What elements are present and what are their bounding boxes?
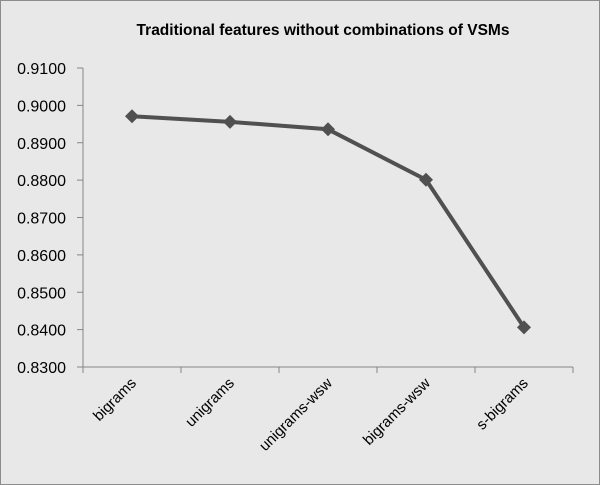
data-point-marker bbox=[125, 109, 139, 124]
data-point-marker bbox=[223, 114, 237, 129]
x-axis-ticks: bigrams unigrams unigrams-wsw bigrams-wsw s-… bbox=[82, 367, 574, 455]
y-axis-ticks: 0.8300 0.8400 0.8500 0.8600 0.8700 0.8800 0.89… bbox=[17, 61, 83, 377]
x-tick-label: s-bigrams bbox=[473, 375, 532, 434]
y-tick-label: 0.8300 bbox=[17, 360, 66, 377]
y-tick-label: 0.8700 bbox=[17, 211, 66, 228]
chart-axes bbox=[82, 68, 573, 368]
data-point-marker bbox=[321, 122, 335, 137]
y-tick-label: 0.9000 bbox=[17, 98, 66, 115]
data-point-marker bbox=[419, 172, 433, 187]
y-tick-label: 0.8600 bbox=[17, 248, 66, 265]
y-tick-label: 0.8900 bbox=[17, 136, 66, 153]
y-tick-label: 0.9100 bbox=[17, 61, 66, 78]
series-line bbox=[131, 114, 526, 329]
x-tick-label: unigrams bbox=[182, 375, 238, 431]
y-tick-label: 0.8800 bbox=[17, 173, 66, 190]
x-tick-label: unigrams-wsw bbox=[256, 375, 336, 455]
y-tick-label: 0.8400 bbox=[17, 323, 66, 340]
x-tick-label: bigrams bbox=[90, 375, 140, 425]
x-tick-label: bigrams-wsw bbox=[360, 375, 434, 449]
chart-title: Traditional features without combination… bbox=[137, 22, 510, 39]
data-point-marker bbox=[517, 320, 531, 335]
series-layer bbox=[125, 109, 531, 335]
y-tick-label: 0.8500 bbox=[17, 285, 66, 302]
